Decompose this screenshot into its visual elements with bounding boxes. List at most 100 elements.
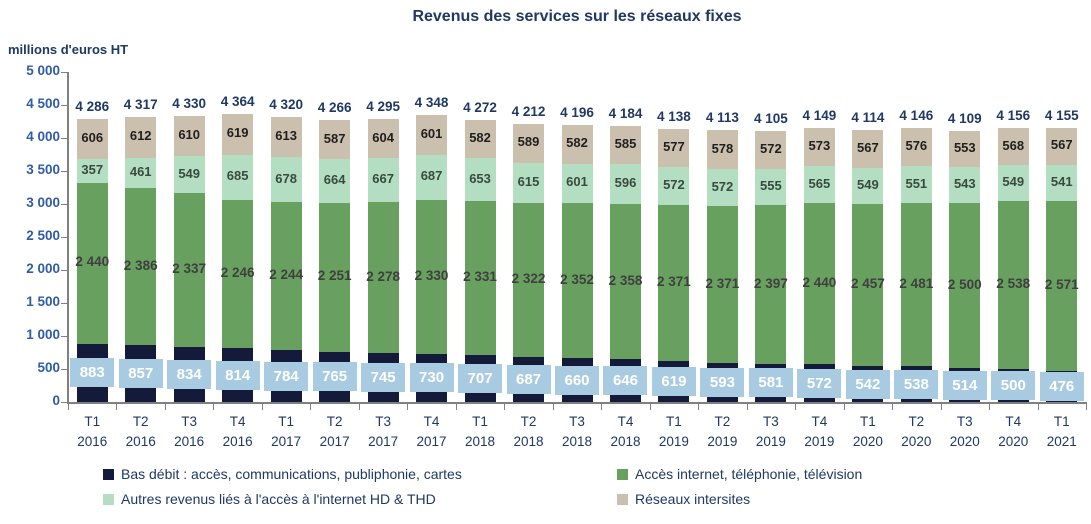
x-label-quarter: T1 (859, 414, 876, 429)
x-category-label: T1 2021 (1038, 412, 1086, 451)
bar-segment-acces-internet (513, 203, 545, 357)
x-axis-tick (552, 404, 554, 410)
y-axis-tick-label: 4 500 (26, 96, 60, 111)
total-value-label: 4 295 (366, 98, 400, 114)
x-label-quarter: T4 (423, 414, 440, 429)
total-value-label: 4 196 (560, 105, 594, 121)
x-label-quarter: T3 (763, 414, 779, 429)
total-value-label: 4 114 (851, 110, 885, 126)
bar-segment-acces-internet (609, 203, 641, 360)
legend-item-acces-internet: Accès internet, téléphonie, télévision (617, 466, 862, 482)
x-label-year: 2021 (1046, 433, 1077, 449)
total-value-label: 4 212 (511, 103, 546, 119)
bar-segment-autres-revenus (125, 157, 157, 188)
bar-segment-reseaux-intersites (755, 131, 787, 169)
bar-segment-reseaux-intersites (900, 128, 932, 167)
bar-segment-autres-revenus (706, 168, 738, 207)
bar-segment-acces-internet (997, 201, 1029, 369)
y-axis-tick (61, 237, 68, 238)
x-label-year: 2019 (804, 433, 835, 449)
x-axis-tick (989, 404, 991, 410)
x-category-label: T2 2016 (117, 412, 165, 451)
x-category-label: T4 2017 (408, 412, 456, 451)
bar-segment-reseaux-intersites (706, 130, 738, 169)
bas-debit-value-badge: 538 (894, 369, 939, 399)
bar-segment-autres-revenus (416, 154, 448, 201)
bas-debit-value-badge: 687 (506, 364, 551, 394)
bar-segment-autres-revenus (803, 165, 835, 204)
x-axis-tick (455, 404, 457, 410)
bar-segment-reseaux-intersites (270, 116, 302, 158)
bas-debit-value-badge: 542 (845, 369, 890, 399)
total-value-label: 4 317 (123, 97, 158, 113)
x-label-quarter: T3 (375, 414, 391, 429)
legend-label-acces-internet: Accès internet, téléphonie, télévision (635, 466, 863, 482)
bar-segment-acces-internet (803, 203, 835, 365)
x-category-label: T4 2016 (214, 412, 262, 451)
bas-debit-value-badge: 730 (409, 363, 454, 393)
bar-segment-acces-internet (125, 187, 157, 346)
total-value-label: 4 272 (463, 99, 497, 115)
bar-segment-acces-internet (706, 206, 738, 363)
plot-area: 0 500 1 000 1 500 2 000 2 500 3 000 3 500 4 000 4… (26, 63, 1087, 449)
bas-debit-value-badge: 834 (167, 359, 212, 389)
x-label-quarter: T1 (84, 414, 101, 429)
x-label-quarter: T1 (666, 414, 682, 429)
bar-segment-reseaux-intersites (173, 116, 205, 157)
x-label-year: 2019 (707, 433, 738, 449)
total-value-label: 4 364 (220, 93, 255, 109)
y-axis-tick-label: 1 500 (26, 294, 60, 309)
bar-segment-reseaux-intersites (464, 119, 496, 159)
x-category-label: T2 2019 (698, 412, 746, 451)
y-axis-tick-label: 3 500 (26, 162, 60, 177)
bar-segment-reseaux-intersites (803, 128, 835, 166)
x-axis-tick (843, 404, 845, 410)
bar-segment-autres-revenus (222, 154, 254, 201)
x-label-year: 2016 (77, 433, 108, 449)
x-label-year: 2016 (125, 433, 156, 449)
bar-segment-acces-internet (270, 202, 302, 351)
total-value-label: 4 348 (414, 95, 449, 111)
x-axis-tick (892, 404, 894, 410)
x-category-label: T1 2019 (650, 412, 698, 451)
bar-segment-autres-revenus (513, 162, 545, 204)
total-value-label: 4 146 (899, 108, 934, 124)
bar-segment-autres-revenus (609, 164, 641, 204)
bar-segment-acces-internet (464, 201, 496, 356)
bas-debit-value-badge: 476 (1039, 371, 1084, 401)
bar-segment-acces-internet (949, 203, 981, 369)
x-label-year: 2018 (513, 433, 544, 449)
y-axis-unit-label: millions d'euros HT (8, 42, 129, 57)
x-category-label: T1 2020 (844, 412, 892, 451)
x-category-label: T2 2020 (892, 412, 940, 451)
x-axis-tick (164, 404, 166, 410)
bas-debit-value-badge: 857 (118, 359, 163, 389)
bar-segment-reseaux-intersites (852, 130, 884, 168)
bar-segment-autres-revenus (900, 166, 932, 203)
x-axis-tick (504, 404, 506, 410)
bas-debit-value-badge: 765 (312, 362, 357, 392)
x-label-year: 2017 (416, 433, 447, 449)
y-axis-tick (61, 105, 68, 106)
bas-debit-value-badge: 745 (361, 362, 406, 392)
bar-segment-autres-revenus (319, 159, 351, 203)
bar-segment-reseaux-intersites (125, 117, 157, 158)
bar-segment-reseaux-intersites (416, 115, 448, 155)
bar-segment-acces-internet (76, 182, 108, 344)
bar-segment-acces-internet (900, 202, 932, 367)
x-label-quarter: T2 (520, 414, 537, 429)
total-value-label: 4 156 (996, 107, 1031, 123)
bas-debit-value-badge: 707 (458, 364, 503, 394)
total-value-label: 4 266 (317, 100, 352, 116)
legend-swatch-acces-internet (617, 468, 628, 480)
total-value-label: 4 109 (947, 110, 982, 126)
x-label-quarter: T1 (278, 414, 295, 429)
x-label-quarter: T3 (569, 414, 585, 429)
x-category-label: T3 2018 (553, 412, 601, 451)
bar-segment-autres-revenus (755, 168, 787, 206)
x-category-label: T1 2017 (262, 412, 310, 451)
total-value-label: 4 138 (657, 108, 691, 124)
bar-segment-acces-internet (658, 204, 690, 362)
bas-debit-value-badge: 646 (603, 366, 648, 396)
